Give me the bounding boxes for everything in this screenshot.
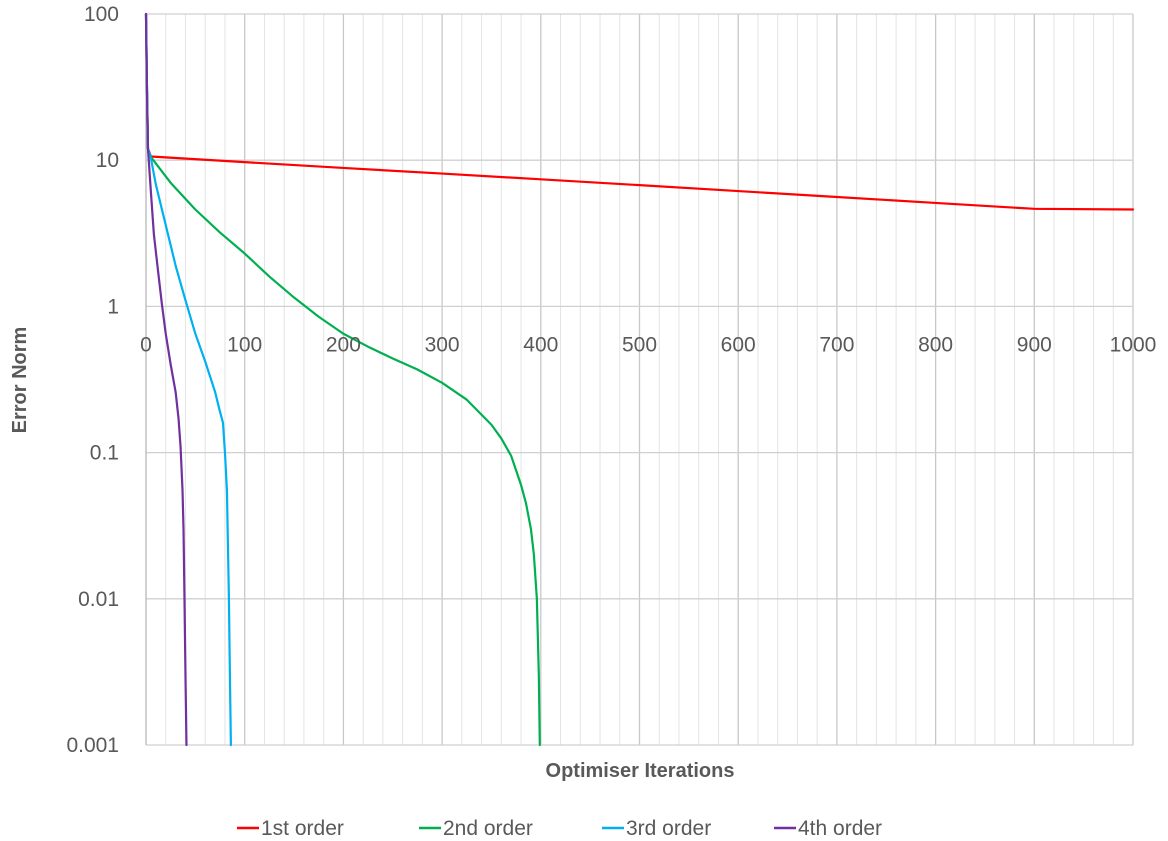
x-tick-label: 900	[1017, 333, 1052, 356]
gridlines	[145, 13, 1134, 746]
legend-label: 1st order	[261, 817, 344, 840]
series-line-3rd-order	[144, 12, 232, 747]
x-tick-label: 400	[523, 333, 558, 356]
y-tick-label: 0.1	[90, 442, 119, 465]
x-tick-label: 200	[326, 333, 361, 356]
y-tick-label: 100	[84, 3, 119, 26]
y-axis-title: Error Norm	[9, 327, 31, 434]
legend-label: 2nd order	[443, 817, 533, 840]
y-tick-label: 1	[107, 295, 119, 318]
y-tick-label: 10	[96, 149, 119, 172]
x-tick-labels: 0 100 200 300 400 500 600 700 800 900 1000	[140, 333, 1156, 356]
x-tick-label: 1000	[1110, 333, 1157, 356]
x-axis-title: Optimiser Iterations	[546, 760, 735, 782]
legend-label: 4th order	[798, 817, 882, 840]
x-tick-label: 800	[918, 333, 953, 356]
y-tick-labels: 100 10 1 0.1 0.01 0.001	[66, 3, 119, 757]
y-tick-label: 0.01	[78, 588, 119, 611]
x-tick-label: 600	[721, 333, 756, 356]
y-tick-label: 0.001	[66, 734, 119, 757]
x-tick-label: 100	[227, 333, 262, 356]
x-tick-label: 500	[622, 333, 657, 356]
series-line-4th-order	[144, 12, 188, 747]
series-line-2nd-order	[144, 12, 541, 747]
x-tick-label: 0	[140, 333, 152, 356]
x-tick-label: 700	[819, 333, 854, 356]
legend: 1st order 2nd order 3rd order 4th order	[237, 817, 882, 840]
legend-label: 3rd order	[626, 817, 711, 840]
x-tick-label: 300	[425, 333, 460, 356]
series-lines	[144, 12, 1135, 747]
